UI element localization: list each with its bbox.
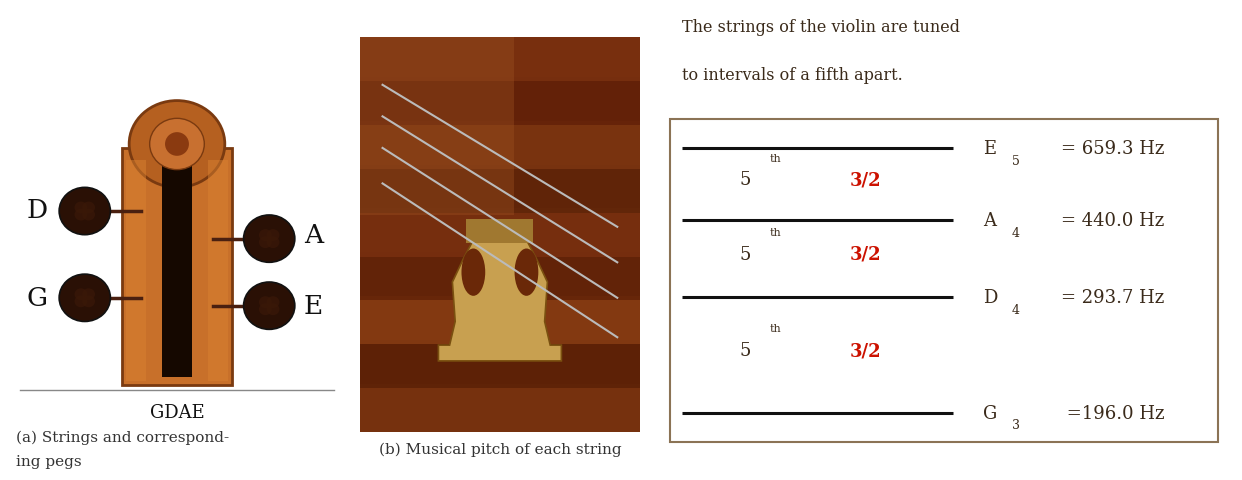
Text: to intervals of a fifth apart.: to intervals of a fifth apart. [682, 67, 903, 84]
Text: 5: 5 [739, 341, 750, 360]
Text: E: E [304, 294, 323, 319]
Ellipse shape [514, 249, 538, 296]
Bar [360, 78, 640, 126]
Text: GDAE: GDAE [149, 403, 205, 421]
Ellipse shape [129, 101, 225, 188]
Ellipse shape [75, 202, 87, 214]
Ellipse shape [462, 249, 486, 296]
Ellipse shape [82, 202, 96, 214]
Ellipse shape [60, 188, 111, 235]
Ellipse shape [260, 237, 272, 249]
Ellipse shape [243, 282, 294, 330]
Text: 3: 3 [1012, 418, 1020, 432]
Text: 5: 5 [1012, 154, 1020, 168]
Bar [360, 165, 640, 213]
Polygon shape [438, 228, 561, 361]
FancyBboxPatch shape [122, 149, 232, 385]
Ellipse shape [82, 209, 96, 221]
Bar [360, 209, 640, 257]
Bar [360, 384, 640, 432]
Text: th: th [769, 228, 781, 238]
Ellipse shape [260, 297, 272, 309]
Ellipse shape [267, 237, 279, 249]
Text: (a) Strings and correspond-: (a) Strings and correspond- [16, 430, 230, 444]
Ellipse shape [260, 304, 272, 315]
FancyBboxPatch shape [125, 160, 147, 381]
Text: = 659.3 Hz: = 659.3 Hz [1061, 140, 1165, 158]
FancyBboxPatch shape [360, 38, 514, 216]
Ellipse shape [267, 297, 279, 309]
Ellipse shape [243, 216, 294, 263]
Text: ing pegs: ing pegs [16, 454, 82, 468]
FancyBboxPatch shape [669, 120, 1218, 442]
Text: The strings of the violin are tuned: The strings of the violin are tuned [682, 19, 960, 36]
Bar [360, 297, 640, 345]
Ellipse shape [82, 296, 96, 308]
Text: G: G [982, 404, 997, 422]
Bar [360, 340, 640, 388]
Bar [360, 252, 640, 301]
Text: (b) Musical pitch of each string: (b) Musical pitch of each string [379, 442, 621, 456]
Text: D: D [26, 197, 47, 222]
Ellipse shape [75, 296, 87, 308]
Ellipse shape [165, 133, 189, 156]
Bar [360, 121, 640, 169]
Text: D: D [982, 288, 997, 307]
Text: th: th [769, 154, 781, 163]
Ellipse shape [260, 230, 272, 241]
Ellipse shape [60, 275, 111, 322]
Ellipse shape [75, 209, 87, 221]
Text: E: E [982, 140, 996, 158]
Text: = 440.0 Hz: = 440.0 Hz [1061, 212, 1165, 230]
Text: G: G [26, 286, 47, 311]
Text: 3/2: 3/2 [850, 171, 882, 189]
Text: A: A [304, 223, 323, 248]
Ellipse shape [150, 119, 205, 170]
FancyBboxPatch shape [467, 219, 534, 243]
Text: 4: 4 [1012, 226, 1020, 240]
Text: 4: 4 [1012, 303, 1020, 316]
Bar [360, 34, 640, 82]
Text: =196.0 Hz: =196.0 Hz [1061, 404, 1165, 422]
Ellipse shape [82, 289, 96, 300]
Text: 3/2: 3/2 [850, 341, 882, 360]
Text: th: th [769, 324, 781, 334]
FancyBboxPatch shape [161, 156, 193, 377]
Text: = 293.7 Hz: = 293.7 Hz [1061, 288, 1165, 307]
Text: A: A [982, 212, 996, 230]
Text: 3/2: 3/2 [850, 245, 882, 264]
Ellipse shape [267, 304, 279, 315]
Text: 5: 5 [739, 245, 750, 264]
FancyBboxPatch shape [207, 160, 229, 381]
Text: 5: 5 [739, 171, 750, 189]
Ellipse shape [75, 289, 87, 300]
Ellipse shape [267, 230, 279, 241]
